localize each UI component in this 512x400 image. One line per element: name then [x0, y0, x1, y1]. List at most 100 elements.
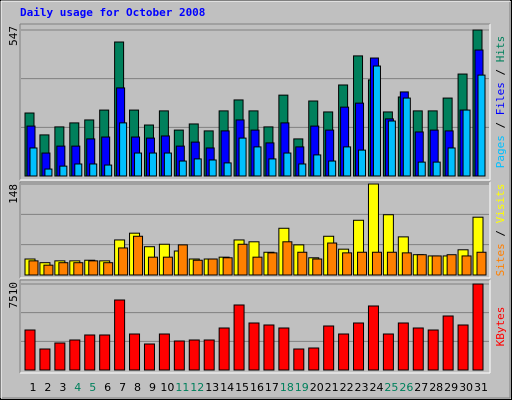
bar	[59, 165, 68, 177]
bar	[282, 241, 293, 276]
legend-entry: Visits	[494, 184, 507, 224]
bar	[278, 327, 290, 371]
bar	[203, 339, 215, 371]
bar	[73, 262, 84, 276]
x-tick-label: 19	[295, 381, 309, 394]
bar	[89, 163, 98, 177]
bar	[343, 146, 352, 177]
bar	[382, 333, 394, 371]
bar	[462, 109, 471, 177]
x-tick-label: 10	[160, 381, 174, 394]
bar	[29, 147, 38, 177]
bar	[432, 161, 441, 177]
y-tick-label: 547	[7, 26, 20, 46]
bar	[118, 247, 129, 276]
bar	[416, 254, 427, 276]
bar	[133, 235, 144, 276]
x-tick-label: 8	[134, 381, 141, 394]
bar	[328, 160, 337, 177]
x-tick-label: 3	[59, 381, 66, 394]
bar	[114, 299, 126, 371]
bar	[308, 347, 320, 371]
legend-entry: KBytes	[494, 307, 507, 347]
legend-separator: /	[494, 62, 507, 82]
x-tick-label: 14	[220, 381, 234, 394]
bar	[28, 260, 39, 276]
bar	[158, 333, 170, 371]
x-tick-label: 5	[89, 381, 96, 394]
bar	[178, 160, 187, 177]
bar	[372, 65, 381, 177]
bar	[223, 162, 232, 177]
bar	[323, 325, 335, 371]
bar	[268, 158, 277, 177]
bar	[293, 348, 305, 371]
bar	[238, 137, 247, 177]
legend-separator: /	[494, 223, 507, 243]
bar	[188, 339, 200, 371]
bar	[119, 122, 128, 177]
bar	[218, 327, 230, 371]
bar	[371, 251, 382, 276]
bar	[283, 152, 292, 177]
bar	[263, 324, 275, 371]
legend: Sites / Visits	[494, 184, 507, 277]
bar	[129, 333, 141, 371]
bar	[357, 251, 368, 276]
x-tick-label: 22	[340, 381, 354, 394]
x-tick-label: 26	[399, 381, 413, 394]
legend-entry: Hits	[494, 36, 507, 63]
bar	[143, 343, 155, 371]
bar	[387, 120, 396, 177]
bar	[99, 334, 111, 371]
bar	[358, 149, 367, 177]
bar	[417, 161, 426, 177]
x-tick-label: 2	[44, 381, 51, 394]
legend: KBytes	[494, 307, 507, 347]
bar	[222, 257, 233, 276]
bar	[103, 262, 114, 276]
bar	[88, 260, 99, 276]
x-tick-label: 1	[30, 381, 37, 394]
y-tick-label: 7510	[7, 282, 20, 309]
bar	[457, 324, 469, 371]
bar	[472, 283, 484, 371]
bar	[446, 254, 457, 276]
bar	[173, 340, 185, 371]
x-tick-label: 31	[474, 381, 488, 394]
bar	[134, 152, 143, 177]
legend-separator: /	[494, 115, 507, 135]
x-tick-label: 29	[444, 381, 458, 394]
x-tick-label: 18	[280, 381, 294, 394]
x-tick-label: 17	[265, 381, 279, 394]
bar	[69, 339, 81, 371]
bar	[84, 334, 96, 371]
bar	[207, 258, 218, 276]
bar	[54, 342, 66, 371]
x-tick-label: 28	[429, 381, 443, 394]
bar	[252, 256, 263, 276]
bar	[43, 264, 54, 276]
x-tick-label: 24	[369, 381, 383, 394]
bar	[104, 164, 113, 177]
x-tick-label: 12	[190, 381, 204, 394]
legend-entry: Pages	[494, 135, 507, 168]
x-tick-label: 15	[235, 381, 249, 394]
bar	[447, 147, 456, 177]
bar	[313, 154, 322, 177]
bar	[298, 163, 307, 177]
bar	[386, 251, 397, 276]
bar	[267, 252, 278, 276]
x-tick-label: 16	[250, 381, 264, 394]
bar	[402, 97, 411, 177]
bar	[193, 158, 202, 177]
bar	[208, 159, 217, 177]
x-tick-label: 11	[175, 381, 189, 394]
bar	[148, 152, 157, 177]
bar	[297, 251, 308, 276]
bar	[338, 333, 350, 371]
x-tick-label: 23	[355, 381, 369, 394]
bar	[39, 348, 51, 371]
x-tick-label: 25	[384, 381, 398, 394]
